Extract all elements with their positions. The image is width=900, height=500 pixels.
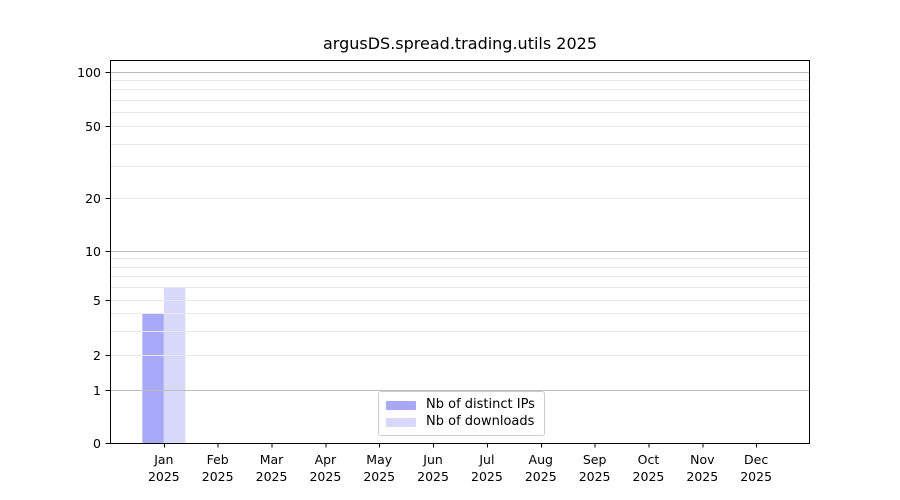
y-tick-label: 100 (77, 65, 101, 80)
x-tick-label-month: Dec (744, 452, 768, 467)
x-tick-label-month: Apr (315, 452, 337, 467)
legend-item-downloads: Nb of downloads (386, 415, 535, 429)
legend-label-downloads: Nb of downloads (426, 414, 535, 429)
y-tick-label: 20 (85, 191, 101, 206)
x-tick-label-month: Jun (422, 452, 443, 467)
y-tick-label: 1 (93, 383, 101, 398)
x-tick-label-year: 2025 (633, 469, 665, 484)
x-tick-label-month: Sep (583, 452, 607, 467)
y-tick-label: 2 (93, 348, 101, 363)
x-tick-label-year: 2025 (309, 469, 341, 484)
y-tick-label: 10 (85, 244, 101, 259)
x-tick-label-year: 2025 (471, 469, 503, 484)
x-tick-label-month: Oct (638, 452, 660, 467)
chart-title: argusDS.spread.trading.utils 2025 (323, 34, 597, 53)
x-tick-label-month: Nov (690, 452, 715, 467)
legend: Nb of distinct IPs Nb of downloads (378, 391, 545, 436)
x-tick-label-year: 2025 (417, 469, 449, 484)
x-tick-label-year: 2025 (740, 469, 772, 484)
x-tick-label-year: 2025 (686, 469, 718, 484)
legend-item-distinct-ips: Nb of distinct IPs (386, 398, 535, 412)
y-tick-label: 5 (93, 293, 101, 308)
x-tick-label-month: May (366, 452, 392, 467)
x-tick-label-month: Feb (207, 452, 229, 467)
legend-swatch-distinct-ips (386, 400, 416, 410)
bar-distinct-ips-jan (142, 313, 164, 443)
y-tick-label: 50 (85, 119, 101, 134)
y-tick-label: 0 (93, 436, 101, 451)
plot-border (110, 60, 810, 444)
legend-swatch-downloads (386, 417, 416, 427)
x-tick-label-month: Jan (153, 452, 173, 467)
x-tick-label-month: Jul (478, 452, 494, 467)
x-tick-label-year: 2025 (256, 469, 288, 484)
x-tick-label-year: 2025 (525, 469, 557, 484)
x-tick-label-year: 2025 (579, 469, 611, 484)
x-tick-label-month: Aug (529, 452, 553, 467)
bar-downloads-jan (163, 287, 186, 443)
legend-label-distinct-ips: Nb of distinct IPs (426, 397, 535, 412)
x-tick-label-year: 2025 (363, 469, 395, 484)
x-tick-label-month: Mar (260, 452, 284, 467)
x-tick-label-year: 2025 (148, 469, 180, 484)
x-tick-label-year: 2025 (202, 469, 234, 484)
